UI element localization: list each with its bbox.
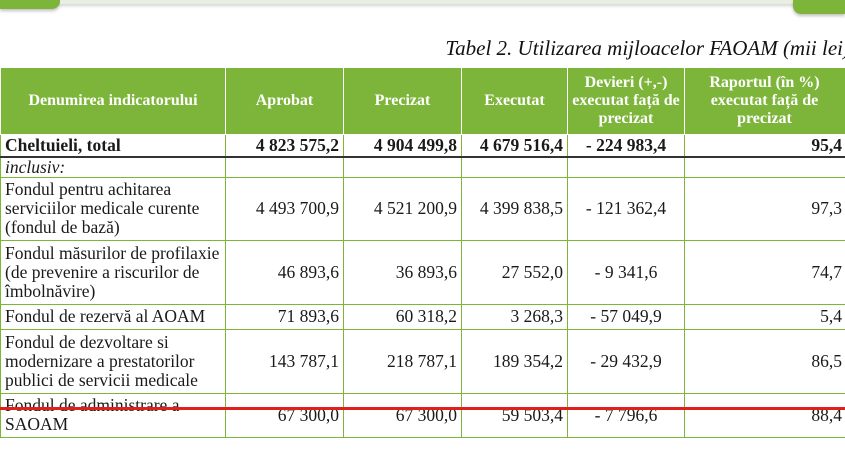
row-aprobat-cell: 71 893,6: [225, 303, 344, 330]
table-caption: Tabel 2. Utilizarea mijloacelor FAOAM (m…: [445, 36, 845, 60]
decorative-top-left-tab: [0, 0, 60, 9]
row-devieri-cell: - 9 341,6: [567, 239, 685, 305]
funds-usage-table: Denumirea indicatorului Aprobat Precizat…: [0, 68, 845, 438]
row-devieri-cell: - 29 432,9: [567, 328, 685, 394]
table-row: Fondul de rezervă al AOAM 71 893,6 60 31…: [0, 303, 845, 330]
row-executat-cell: 3 268,3: [461, 303, 568, 330]
table-row: Fondul măsurilor de profilaxie (de preve…: [0, 239, 845, 305]
row-precizat-cell: 67 300,0: [343, 392, 462, 438]
row-precizat-cell: 4 521 200,9: [343, 176, 462, 241]
table-row: Fondul de administrare a SAOAM 67 300,0 …: [0, 392, 845, 438]
row-raport-cell: 97,3: [684, 176, 845, 241]
row-name-cell: Fondul măsurilor de profilaxie (de preve…: [0, 239, 226, 305]
total-raport-cell: 95,4: [684, 134, 845, 158]
header-aprobat: Aprobat: [225, 68, 344, 135]
header-precizat: Precizat: [343, 68, 462, 135]
row-aprobat-cell: 143 787,1: [225, 328, 344, 394]
row-devieri-cell: - 7 796,6: [567, 392, 685, 438]
row-raport-cell: 86,5: [684, 328, 845, 394]
row-name-cell: Fondul pentru achitarea serviciilor medi…: [0, 176, 226, 241]
red-highlight-line: [0, 407, 845, 410]
total-precizat-cell: 4 904 499,8: [343, 134, 462, 158]
row-executat-cell: 27 552,0: [461, 239, 568, 305]
total-executat-cell: 4 679 516,4: [461, 134, 568, 158]
table-row: Fondul de dezvoltare si modernizare a pr…: [0, 328, 845, 394]
decorative-top-rule: [60, 0, 795, 4]
row-name-cell: Fondul de rezervă al AOAM: [0, 303, 226, 330]
total-name-cell: Cheltuieli, total: [0, 134, 226, 158]
row-executat-cell: 189 354,2: [461, 328, 568, 394]
row-aprobat-cell: 67 300,0: [225, 392, 344, 438]
table-row: Fondul pentru achitarea serviciilor medi…: [0, 176, 845, 241]
table-row-total: Cheltuieli, total 4 823 575,2 4 904 499,…: [0, 134, 845, 158]
table-row-inclusiv: inclusiv:: [0, 156, 845, 178]
row-name-cell: Fondul de administrare a SAOAM: [0, 392, 226, 438]
row-name-cell: Fondul de dezvoltare si modernizare a pr…: [0, 328, 226, 394]
decorative-top-right-tab: [793, 0, 845, 14]
row-raport-cell: 88,4: [684, 392, 845, 438]
row-raport-cell: 5,4: [684, 303, 845, 330]
row-precizat-cell: 60 318,2: [343, 303, 462, 330]
total-aprobat-cell: 4 823 575,2: [225, 134, 344, 158]
header-indicator-name: Denumirea indicatorului: [0, 68, 226, 135]
row-devieri-cell: - 121 362,4: [567, 176, 685, 241]
total-devieri-cell: - 224 983,4: [567, 134, 685, 158]
header-devieri: Devieri (+,-) executat față de precizat: [567, 68, 685, 135]
row-devieri-cell: - 57 049,9: [567, 303, 685, 330]
row-precizat-cell: 36 893,6: [343, 239, 462, 305]
header-executat: Executat: [461, 68, 568, 135]
inclusiv-label: inclusiv:: [0, 156, 226, 178]
row-precizat-cell: 218 787,1: [343, 328, 462, 394]
header-raport: Raportul (în %) executat față de preciza…: [684, 68, 845, 135]
row-executat-cell: 4 399 838,5: [461, 176, 568, 241]
row-executat-cell: 59 503,4: [461, 392, 568, 438]
row-raport-cell: 74,7: [684, 239, 845, 305]
table-header-row: Denumirea indicatorului Aprobat Precizat…: [0, 68, 845, 135]
row-aprobat-cell: 4 493 700,9: [225, 176, 344, 241]
row-aprobat-cell: 46 893,6: [225, 239, 344, 305]
